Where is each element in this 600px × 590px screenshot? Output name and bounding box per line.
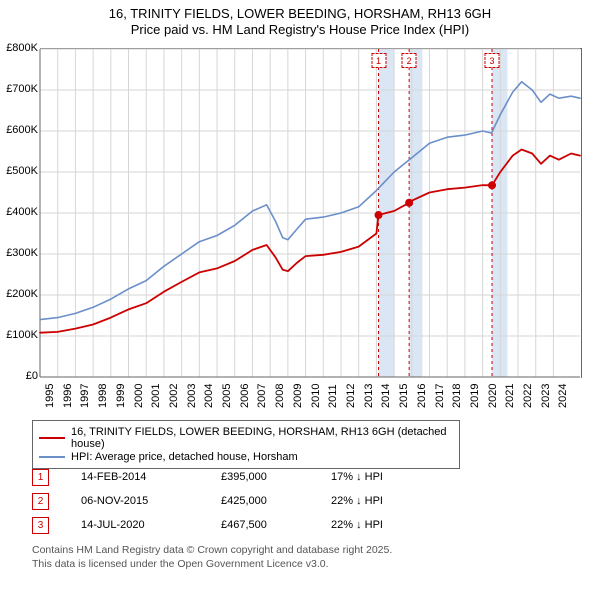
x-tick-label: 1996 [62, 397, 74, 408]
y-tick-label: £200K [0, 288, 38, 300]
x-tick-label: 2015 [398, 397, 410, 408]
x-tick-label: 2005 [221, 397, 233, 408]
x-tick-label: 2019 [469, 397, 481, 408]
y-tick-label: £0 [0, 370, 38, 382]
y-tick-label: £700K [0, 83, 38, 95]
legend-label: HPI: Average price, detached house, Hors… [71, 451, 298, 463]
sale-row: 3 14-JUL-2020£467,50022% ↓ HPI [32, 513, 441, 537]
sale-pct: 22% ↓ HPI [331, 519, 441, 531]
x-tick-label: 2007 [256, 397, 268, 408]
sale-row: 2 06-NOV-2015£425,00022% ↓ HPI [32, 489, 441, 513]
x-tick-label: 2017 [434, 397, 446, 408]
sale-price: £425,000 [221, 495, 331, 507]
legend: 16, TRINITY FIELDS, LOWER BEEDING, HORSH… [32, 420, 460, 469]
x-tick-label: 2000 [133, 397, 145, 408]
x-tick-label: 2011 [327, 397, 339, 408]
y-tick-label: £800K [0, 42, 38, 54]
x-tick-label: 2009 [292, 397, 304, 408]
sale-date: 14-JUL-2020 [81, 519, 221, 531]
title-line1: 16, TRINITY FIELDS, LOWER BEEDING, HORSH… [0, 6, 600, 22]
x-tick-label: 2018 [451, 397, 463, 408]
x-tick-label: 1999 [115, 397, 127, 408]
plot-area [40, 48, 582, 378]
x-tick-label: 2010 [310, 397, 322, 408]
plot-svg [40, 49, 580, 377]
sale-date: 06-NOV-2015 [81, 495, 221, 507]
x-tick-label: 2024 [557, 397, 569, 408]
sale-pct: 17% ↓ HPI [331, 471, 441, 483]
x-tick-label: 2016 [416, 397, 428, 408]
x-tick-label: 2020 [487, 397, 499, 408]
y-tick-label: £100K [0, 329, 38, 341]
x-tick-label: 2006 [239, 397, 251, 408]
y-tick-label: £300K [0, 247, 38, 259]
legend-item: HPI: Average price, detached house, Hors… [39, 451, 453, 463]
sale-pct: 22% ↓ HPI [331, 495, 441, 507]
y-tick-label: £500K [0, 165, 38, 177]
footer: Contains HM Land Registry data © Crown c… [32, 544, 392, 571]
x-tick-label: 2012 [345, 397, 357, 408]
footer-line2: This data is licensed under the Open Gov… [32, 558, 392, 572]
sale-badge: 1 [32, 469, 49, 486]
x-tick-label: 1998 [97, 397, 109, 408]
x-tick-label: 2002 [168, 397, 180, 408]
x-tick-label: 2023 [540, 397, 552, 408]
x-tick-label: 2014 [380, 397, 392, 408]
x-tick-label: 2013 [363, 397, 375, 408]
x-tick-label: 2021 [504, 397, 516, 408]
sale-row: 1 14-FEB-2014£395,00017% ↓ HPI [32, 465, 441, 489]
legend-swatch [39, 437, 65, 439]
sale-badge: 2 [32, 493, 49, 510]
x-tick-label: 2003 [186, 397, 198, 408]
sale-price: £467,500 [221, 519, 331, 531]
x-tick-label: 1997 [79, 397, 91, 408]
x-tick-label: 2008 [274, 397, 286, 408]
chart-title: 16, TRINITY FIELDS, LOWER BEEDING, HORSH… [0, 0, 600, 39]
sale-marker-badge: 1 [371, 53, 386, 68]
legend-label: 16, TRINITY FIELDS, LOWER BEEDING, HORSH… [71, 426, 453, 450]
sale-date: 14-FEB-2014 [81, 471, 221, 483]
y-tick-label: £600K [0, 124, 38, 136]
title-line2: Price paid vs. HM Land Registry's House … [0, 22, 600, 38]
y-tick-label: £400K [0, 206, 38, 218]
x-tick-label: 2001 [150, 397, 162, 408]
x-tick-label: 1995 [44, 397, 56, 408]
sale-marker-badge: 3 [485, 53, 500, 68]
x-tick-label: 2022 [522, 397, 534, 408]
legend-item: 16, TRINITY FIELDS, LOWER BEEDING, HORSH… [39, 426, 453, 450]
x-tick-label: 2004 [203, 397, 215, 408]
sale-marker-badge: 2 [402, 53, 417, 68]
sale-badge: 3 [32, 517, 49, 534]
sale-price: £395,000 [221, 471, 331, 483]
legend-swatch [39, 456, 65, 458]
footer-line1: Contains HM Land Registry data © Crown c… [32, 544, 392, 558]
sales-table: 1 14-FEB-2014£395,00017% ↓ HPI 2 06-NOV-201… [32, 465, 441, 537]
